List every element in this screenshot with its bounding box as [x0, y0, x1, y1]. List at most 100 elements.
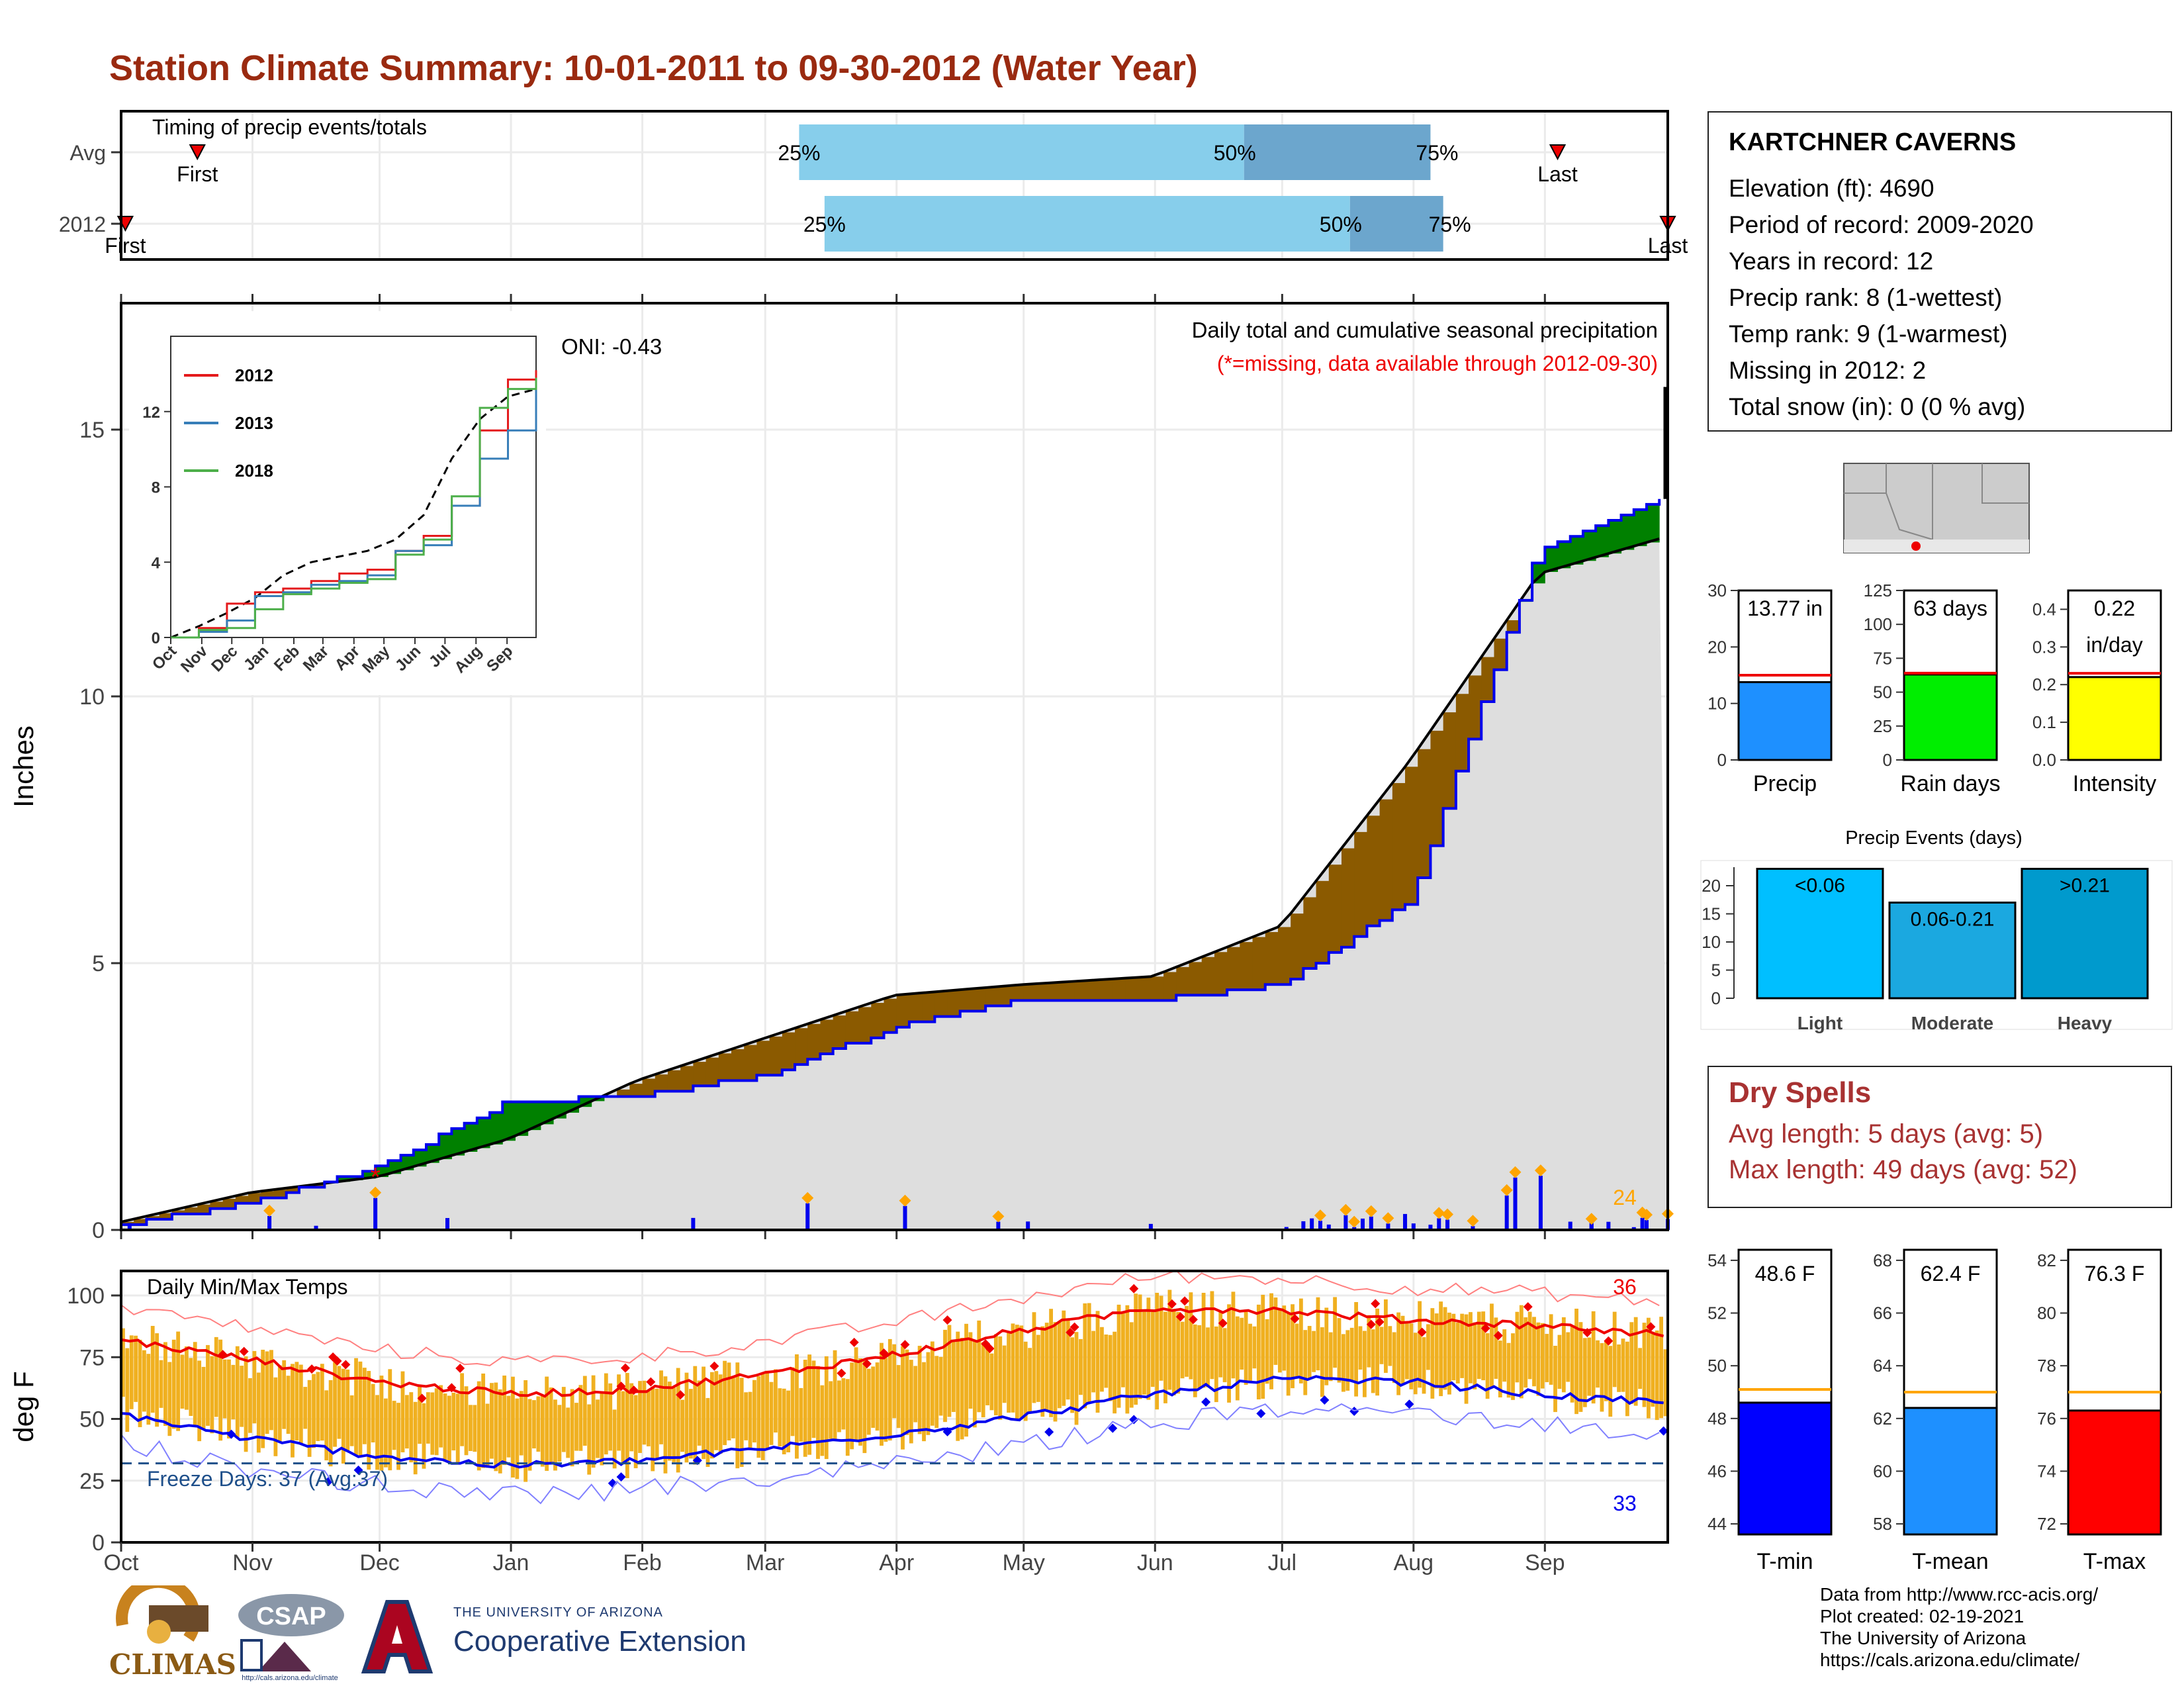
- precip-axis-tick-label: 0: [92, 1218, 105, 1243]
- daily-precip-bar: [805, 1203, 810, 1230]
- daily-temp-bar: [633, 1395, 638, 1468]
- daily-temp-bar: [1633, 1317, 1638, 1406]
- daily-precip-bar: [1343, 1215, 1348, 1230]
- precip-deficit-segment: [1277, 927, 1291, 985]
- daily-temp-bar: [303, 1387, 308, 1429]
- daily-temp-bar: [1498, 1340, 1502, 1398]
- daily-temp-bar: [1557, 1335, 1562, 1389]
- extreme-precip-marker: [1433, 1207, 1445, 1219]
- month-tick-label: Sep: [1525, 1550, 1565, 1575]
- record-high-marker: [1371, 1299, 1381, 1309]
- extreme-precip-marker: [1441, 1208, 1454, 1221]
- daily-temp-bar: [1087, 1303, 1091, 1403]
- summary-bar-value: 0.22: [2094, 596, 2135, 620]
- daily-temp-bar: [506, 1395, 511, 1458]
- extreme-precip-marker: [1500, 1184, 1513, 1196]
- daily-temp-bar: [709, 1372, 714, 1459]
- daily-temp-bar: [697, 1380, 702, 1446]
- daily-temp-bar: [464, 1386, 469, 1456]
- daily-temp-bar: [222, 1359, 227, 1419]
- extreme-precip-count: 24: [1613, 1186, 1637, 1209]
- daily-temp-bar: [1477, 1311, 1481, 1380]
- daily-temp-bar: [1405, 1323, 1409, 1380]
- station-precip-rank: Precip rank: 8 (1-wettest): [1729, 284, 2003, 311]
- daily-temp-bar: [1218, 1312, 1223, 1378]
- daily-temp-bar: [600, 1393, 604, 1466]
- daily-temp-bar: [189, 1358, 193, 1417]
- daily-temp-bar: [578, 1385, 583, 1451]
- precip-deficit-segment: [1036, 984, 1050, 1001]
- map-state-borders: [1844, 463, 2029, 553]
- daily-temp-bar: [1171, 1309, 1176, 1396]
- daily-temp-bar: [1418, 1301, 1422, 1388]
- timing-label-75: 75%: [1416, 141, 1458, 165]
- precip-deficit-segment: [1125, 978, 1139, 1001]
- daily-temp-bar: [795, 1354, 799, 1459]
- precip-deficit-segment: [731, 1049, 745, 1081]
- precip-deficit-segment: [1341, 848, 1355, 947]
- daily-temp-bar: [316, 1372, 320, 1442]
- daily-temp-bar: [527, 1399, 532, 1471]
- summary-bar-value: 63 days: [1913, 596, 1987, 620]
- record-high-marker: [1523, 1302, 1533, 1312]
- record-high-marker: [849, 1337, 859, 1347]
- daily-temp-bar: [328, 1380, 333, 1467]
- daily-temp-bar: [829, 1381, 833, 1439]
- record-high-marker: [837, 1368, 846, 1378]
- daily-temp-bar: [1651, 1331, 1655, 1407]
- daily-temp-bar: [688, 1389, 693, 1459]
- daily-temp-bar: [545, 1376, 549, 1471]
- daily-temp-bar: [956, 1331, 960, 1441]
- precip-deficit-segment: [1189, 962, 1203, 996]
- precip-deficit-segment: [286, 1188, 300, 1193]
- precip-deficit-segment: [1087, 980, 1101, 1001]
- daily-temp-bar: [1134, 1293, 1138, 1405]
- daily-temp-bar: [760, 1373, 765, 1460]
- daily-temp-bar: [498, 1389, 502, 1474]
- station-snow: Total snow (in): 0 (0 % avg): [1729, 393, 2026, 420]
- daily-temp-bar: [582, 1376, 587, 1446]
- precip-deficit-segment: [261, 1191, 274, 1198]
- daily-temp-bar: [1138, 1294, 1142, 1399]
- daily-temp-bar: [1146, 1297, 1151, 1400]
- daily-temp-bar: [1070, 1337, 1075, 1413]
- extreme-precip-marker: [801, 1192, 814, 1204]
- daily-temp-bar: [358, 1361, 363, 1456]
- daily-temp-bar: [833, 1350, 837, 1441]
- daily-temp-bar: [1582, 1338, 1587, 1407]
- daily-temp-bar: [705, 1397, 710, 1467]
- precip-y-axis-title: Inches: [8, 726, 39, 808]
- daily-temp-bar: [866, 1368, 871, 1435]
- daily-temp-bar: [291, 1364, 295, 1458]
- daily-temp-bar: [1566, 1332, 1570, 1382]
- record-low-count: 33: [1613, 1491, 1637, 1515]
- daily-temp-bar: [1443, 1307, 1447, 1390]
- daily-temp-bar: [1333, 1297, 1337, 1368]
- daily-temp-bar: [1561, 1317, 1566, 1393]
- precip-deficit-segment: [1227, 947, 1240, 990]
- daily-temp-bar: [1197, 1325, 1202, 1388]
- precip-deficit-segment: [718, 1053, 732, 1081]
- precip-deficit-segment: [1392, 782, 1406, 910]
- daily-temp-bar: [197, 1360, 202, 1442]
- daily-temp-bar: [1100, 1327, 1104, 1392]
- temp-summary-tick-label: 58: [1873, 1514, 1892, 1534]
- station-period: Period of record: 2009-2020: [1729, 211, 2034, 238]
- summary-bar-tick-label: 0: [1717, 750, 1727, 770]
- temp-summary-tick-label: 50: [1707, 1356, 1727, 1376]
- daily-temp-bar: [282, 1360, 287, 1429]
- daily-temp-bar: [367, 1371, 371, 1470]
- daily-temp-bar: [337, 1366, 341, 1439]
- daily-temp-bar: [917, 1346, 922, 1434]
- daily-temp-bar: [180, 1354, 185, 1409]
- precip-events-bar-label: Light: [1797, 1013, 1843, 1033]
- dry-spells-box: Dry Spells Avg length: 5 days (avg: 5) M…: [1707, 1066, 2172, 1208]
- daily-temp-bar: [1142, 1311, 1146, 1395]
- extreme-precip-marker: [1365, 1205, 1377, 1217]
- daily-temp-bar: [854, 1347, 858, 1442]
- precip-deficit-segment: [185, 1207, 198, 1214]
- daily-temp-bar: [1591, 1311, 1596, 1404]
- daily-temp-bar: [418, 1384, 422, 1444]
- daily-temp-bar: [490, 1383, 494, 1459]
- daily-temp-bar: [451, 1392, 456, 1451]
